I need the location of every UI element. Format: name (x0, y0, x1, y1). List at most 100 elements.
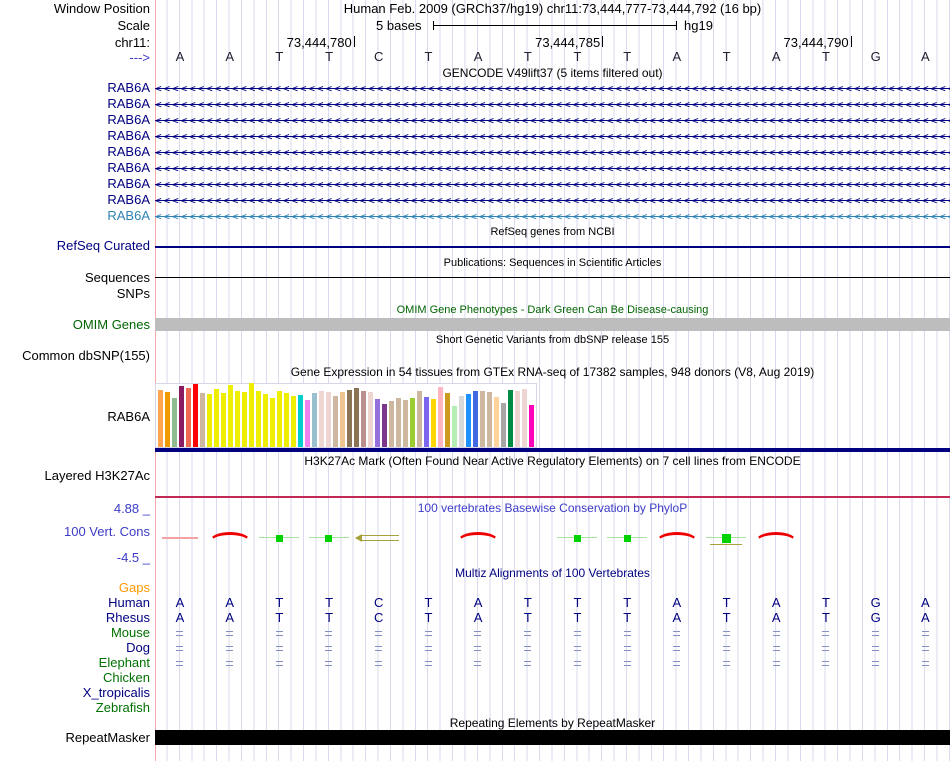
gencode-gene-label[interactable]: RAB6A (107, 128, 150, 143)
multiz-base: T (573, 610, 582, 625)
gencode-gene-label[interactable]: RAB6A (107, 112, 150, 127)
sequence-base: A (672, 49, 682, 64)
multiz-identity-glyph (573, 661, 581, 666)
multiz-base: T (623, 610, 632, 625)
refseq-item-line[interactable] (155, 246, 950, 248)
gencode-gene-label[interactable]: RAB6A (107, 192, 150, 207)
repeatmasker-track-title[interactable]: Repeating Elements by RepeatMasker (449, 716, 656, 730)
gene-direction-arrows: <<<<<<<<<<<<<<<<<<<<<<<<<<<<<<<<<<<<<<<<… (155, 131, 950, 142)
ruler-tick (602, 36, 604, 47)
gencode-gene-row[interactable]: <<<<<<<<<<<<<<<<<<<<<<<<<<<<<<<<<<<<<<<<… (155, 99, 950, 110)
multiz-identity-glyph (623, 661, 631, 666)
gencode-gene-row[interactable]: <<<<<<<<<<<<<<<<<<<<<<<<<<<<<<<<<<<<<<<<… (155, 163, 950, 174)
sequence-base: T (424, 49, 433, 64)
gencode-gene-row[interactable]: <<<<<<<<<<<<<<<<<<<<<<<<<<<<<<<<<<<<<<<<… (155, 147, 950, 158)
multiz-species-label[interactable]: Gaps (118, 580, 150, 595)
snps-label[interactable]: SNPs (116, 286, 150, 301)
repeatmasker-label[interactable]: RepeatMasker (65, 730, 150, 745)
sequences-label[interactable]: Sequences (84, 270, 150, 285)
multiz-base: T (821, 610, 830, 625)
gencode-gene-label[interactable]: RAB6A (107, 176, 150, 191)
gtex-tissue-bar (368, 392, 373, 447)
gtex-tissue-bar (347, 390, 352, 447)
strand-arrow-label[interactable]: ---> (129, 50, 150, 65)
gencode-gene-label[interactable]: RAB6A (107, 160, 150, 175)
h3k27ac-baseline[interactable] (155, 496, 950, 498)
omim-genes-label[interactable]: OMIM Genes (72, 317, 150, 332)
gtex-tissue-bar (396, 398, 401, 447)
multiz-identity-glyph (722, 646, 730, 651)
refseq-curated-label[interactable]: RefSeq Curated (56, 238, 150, 253)
gtex-tissue-bar (179, 386, 184, 447)
gencode-gene-row[interactable]: <<<<<<<<<<<<<<<<<<<<<<<<<<<<<<<<<<<<<<<<… (155, 195, 950, 206)
gencode-gene-row[interactable]: <<<<<<<<<<<<<<<<<<<<<<<<<<<<<<<<<<<<<<<<… (155, 211, 950, 222)
publications-item-line[interactable] (155, 277, 950, 278)
gtex-tissue-bar (522, 389, 527, 447)
left-guideline (155, 0, 156, 761)
gtex-tissue-bar (403, 400, 408, 447)
grid-background (155, 0, 950, 761)
gtex-tissue-bar (298, 395, 303, 447)
ruler-tick (353, 36, 355, 47)
multiz-identity-glyph (772, 661, 780, 666)
multiz-identity-glyph (822, 646, 830, 651)
phylop-track-title[interactable]: 100 vertebrates Basewise Conservation by… (417, 501, 688, 515)
scale-bar-left-tick (433, 21, 434, 30)
ruler-tick (850, 36, 852, 47)
multiz-identity-glyph (325, 646, 333, 651)
layered-h3k27ac-label[interactable]: Layered H3K27Ac (44, 468, 150, 483)
gtex-expression-chart[interactable] (155, 383, 537, 448)
phylop-positive-dot (275, 534, 283, 542)
multiz-identity-glyph (226, 631, 234, 636)
multiz-species-label[interactable]: Rhesus (105, 610, 150, 625)
multiz-species-label[interactable]: X_tropicalis (82, 685, 150, 700)
multiz-species-label[interactable]: Zebrafish (95, 700, 150, 715)
gtex-tissue-bar (305, 400, 310, 447)
gtex-tissue-bar (452, 406, 457, 447)
omim-gene-bar[interactable] (155, 318, 950, 331)
common-dbsnp-label[interactable]: Common dbSNP(155) (22, 348, 150, 363)
gtex-gene-label[interactable]: RAB6A (107, 409, 150, 424)
h3k27ac-track-title[interactable]: H3K27Ac Mark (Often Found Near Active Re… (304, 454, 801, 468)
gencode-gene-label[interactable]: RAB6A (107, 144, 150, 159)
scale-assembly-text: hg19 (684, 18, 713, 33)
gtex-gene-model-bar[interactable] (155, 448, 950, 452)
multiz-species-label[interactable]: Chicken (103, 670, 150, 685)
publications-track-title[interactable]: Publications: Sequences in Scientific Ar… (443, 257, 662, 269)
omim-track-title[interactable]: OMIM Gene Phenotypes - Dark Green Can Be… (396, 304, 709, 316)
repeatmasker-bar[interactable] (155, 730, 950, 745)
multiz-identity-glyph (921, 646, 929, 651)
multiz-base: T (424, 610, 433, 625)
chrom-label: chr11: (114, 35, 150, 50)
gencode-track-title[interactable]: GENCODE V49lift37 (5 items filtered out) (442, 66, 663, 80)
gencode-gene-label[interactable]: RAB6A (107, 80, 150, 95)
gencode-gene-row[interactable]: <<<<<<<<<<<<<<<<<<<<<<<<<<<<<<<<<<<<<<<<… (155, 179, 950, 190)
gtex-tissue-bar (438, 387, 443, 447)
multiz-identity-glyph (871, 631, 879, 636)
refseq-track-title[interactable]: RefSeq genes from NCBI (490, 226, 615, 238)
gtex-tissue-bar (487, 392, 492, 447)
phylop-negative-arc (456, 532, 499, 542)
multiz-species-label[interactable]: Dog (126, 640, 150, 655)
gencode-gene-label[interactable]: RAB6A (107, 208, 150, 223)
dbsnp-track-title[interactable]: Short Genetic Variants from dbSNP releas… (435, 334, 670, 346)
multiz-species-label[interactable]: Elephant (98, 655, 150, 670)
multiz-track-title[interactable]: Multiz Alignments of 100 Vertebrates (455, 566, 650, 580)
multiz-identity-glyph (176, 646, 184, 651)
gencode-gene-label[interactable]: RAB6A (107, 96, 150, 111)
multiz-base: T (623, 595, 632, 610)
gtex-track-title[interactable]: Gene Expression in 54 tissues from GTEx … (290, 365, 815, 379)
phylop-positive-dot (721, 533, 731, 543)
phylop-negative-arc (655, 532, 698, 542)
scale-bar (433, 25, 676, 26)
multiz-species-label[interactable]: Mouse (110, 625, 150, 640)
gencode-gene-row[interactable]: <<<<<<<<<<<<<<<<<<<<<<<<<<<<<<<<<<<<<<<<… (155, 131, 950, 142)
phylop-positive-dot (325, 534, 333, 542)
gtex-tissue-bar (431, 399, 436, 447)
multiz-species-label[interactable]: Human (108, 595, 150, 610)
vert-cons-label[interactable]: 100 Vert. Cons (64, 524, 150, 539)
gencode-gene-row[interactable]: <<<<<<<<<<<<<<<<<<<<<<<<<<<<<<<<<<<<<<<<… (155, 83, 950, 94)
gencode-gene-row[interactable]: <<<<<<<<<<<<<<<<<<<<<<<<<<<<<<<<<<<<<<<<… (155, 115, 950, 126)
sequence-base: T (275, 49, 284, 64)
gtex-tissue-bar (200, 393, 205, 447)
